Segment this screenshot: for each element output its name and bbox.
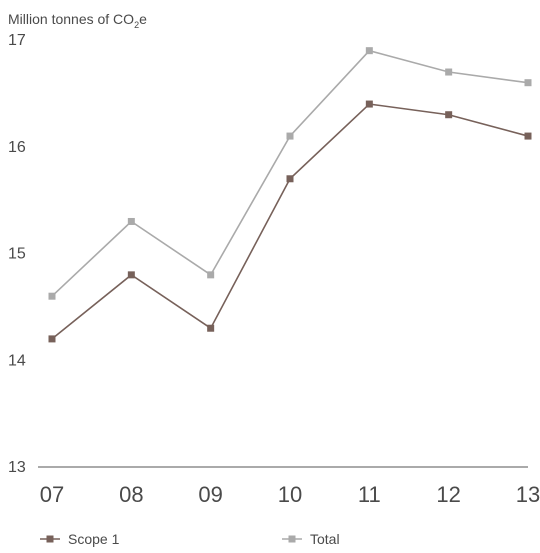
x-tick-label: 07	[40, 482, 64, 507]
data-point	[524, 79, 532, 87]
series-total	[48, 47, 532, 300]
y-tick-label: 14	[8, 352, 26, 369]
data-point	[48, 292, 56, 300]
y-axis-label-subscript: 2	[134, 20, 139, 30]
x-tick-label: 13	[516, 482, 540, 507]
data-point	[286, 175, 294, 183]
legend-item: Scope 1	[40, 531, 120, 547]
data-point	[445, 68, 453, 76]
x-tick-label: 10	[278, 482, 302, 507]
y-tick-label: 16	[8, 139, 26, 156]
series-layer	[48, 47, 532, 343]
legend-marker	[288, 535, 296, 543]
data-point	[524, 132, 532, 140]
x-tick-label: 09	[198, 482, 222, 507]
y-axis-label-main: Million tonnes of CO	[8, 11, 134, 27]
y-tick-label: 13	[8, 459, 26, 476]
data-point	[365, 100, 373, 108]
y-tick-label: 15	[8, 246, 26, 263]
data-point	[127, 217, 135, 225]
data-point	[207, 271, 215, 279]
y-tick-label: 17	[8, 32, 26, 49]
data-point	[207, 324, 215, 332]
y-axis-label-suffix: e	[139, 11, 147, 27]
legend: Scope 1 Total	[40, 531, 340, 547]
data-point	[365, 47, 373, 55]
x-tick-label: 11	[358, 482, 381, 507]
data-point	[127, 271, 135, 279]
series-line	[51, 49, 529, 297]
legend-item: Total	[282, 531, 340, 547]
legend-label: Total	[310, 531, 340, 547]
data-point	[286, 132, 294, 140]
y-tick-labels: 13 14 15 16 17	[8, 32, 26, 476]
x-tick-labels: 07 08 09 10 11 12 13	[40, 482, 540, 507]
y-axis-label: Million tonnes of CO2e	[8, 11, 147, 30]
x-tick-label: 12	[436, 482, 460, 507]
legend-label: Scope 1	[68, 531, 120, 547]
data-point	[48, 335, 56, 343]
x-tick-label: 08	[119, 482, 143, 507]
data-point	[445, 111, 453, 119]
series-scope-1	[48, 100, 532, 343]
legend-marker	[46, 535, 54, 543]
